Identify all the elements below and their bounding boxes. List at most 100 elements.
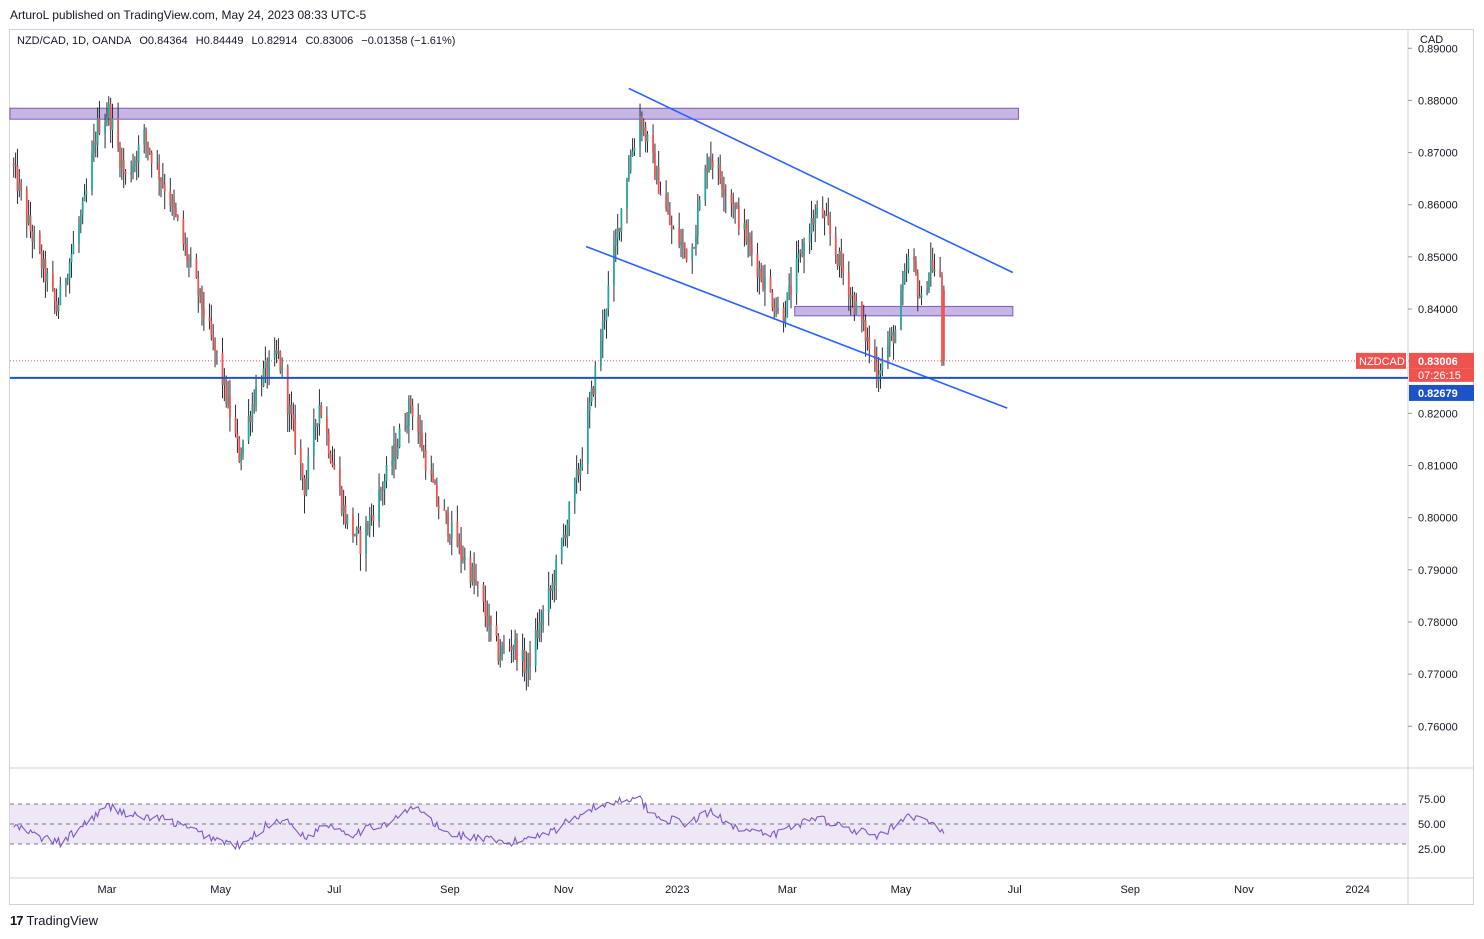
candle-body xyxy=(238,438,241,462)
candle-body xyxy=(325,416,328,434)
candle-body xyxy=(251,403,254,423)
candle-body xyxy=(724,194,727,196)
candle-body xyxy=(654,153,656,180)
candle-body xyxy=(299,448,302,464)
candle-body xyxy=(346,514,349,525)
time-tick-label: Nov xyxy=(554,884,574,896)
candle-body xyxy=(65,280,67,285)
candle-body xyxy=(221,352,224,385)
candle-body xyxy=(394,443,397,457)
candle-body xyxy=(223,377,226,385)
legend-symbol: NZD/CAD, 1D, OANDA xyxy=(17,35,132,47)
candle-body xyxy=(79,214,82,225)
candle-body xyxy=(281,366,284,371)
candle-body xyxy=(124,171,127,175)
candle-body xyxy=(644,127,647,142)
candle-body xyxy=(816,208,819,215)
candle-body xyxy=(12,162,15,167)
candle-body xyxy=(931,259,934,272)
candle-body xyxy=(53,289,56,302)
rsi-tick-label: 25.00 xyxy=(1418,844,1446,856)
candle-body xyxy=(915,260,917,274)
price-tick-label: 0.78000 xyxy=(1418,617,1458,629)
countdown-value: 07:26:15 xyxy=(1418,370,1461,382)
tradingview-logo[interactable]: 17 TradingView xyxy=(10,913,98,928)
candle-body xyxy=(842,266,845,274)
candle-body xyxy=(834,235,837,255)
legend-open: O0.84364 xyxy=(139,35,188,47)
candle-body xyxy=(592,387,595,395)
candle-body xyxy=(734,205,736,212)
candle-body xyxy=(618,227,621,232)
drawings xyxy=(10,87,1408,409)
legend-change: −0.01358 (−1.61%) xyxy=(361,35,456,47)
axes: 0.89000 0.88000 0.87000 0.86000 0.85000 0.840… xyxy=(97,43,1474,896)
publisher-header: ArturoL published on TradingView.com, Ma… xyxy=(10,8,367,22)
candle-body xyxy=(573,479,576,503)
candle-body xyxy=(482,584,485,602)
candle-body xyxy=(913,256,915,261)
candle-body xyxy=(682,242,684,244)
candle-body xyxy=(782,307,785,324)
candle-body xyxy=(769,276,772,293)
candle-body xyxy=(109,103,112,130)
candle-body xyxy=(435,484,438,505)
candle-body xyxy=(148,149,151,153)
candle-body xyxy=(339,468,341,489)
candle-body xyxy=(527,652,530,670)
candle-body xyxy=(758,268,761,278)
candle-body xyxy=(894,329,897,344)
candle-body xyxy=(430,470,433,474)
candle-body xyxy=(104,122,106,134)
candle-body xyxy=(678,228,681,245)
price-tick-label: 0.89000 xyxy=(1418,43,1458,55)
time-tick-label: May xyxy=(891,884,912,896)
zones xyxy=(9,107,1019,317)
candle-body xyxy=(450,521,453,539)
candle-body xyxy=(107,103,110,118)
price-tick-label: 0.81000 xyxy=(1418,460,1458,472)
candle-body xyxy=(437,504,440,509)
candle-body xyxy=(747,236,750,243)
candle-body xyxy=(182,218,185,244)
candle-body xyxy=(137,144,140,163)
candle-body xyxy=(247,415,250,441)
candle-body xyxy=(560,538,563,560)
candle-body xyxy=(627,170,630,180)
candle-body xyxy=(120,160,123,168)
candle-body xyxy=(122,160,125,172)
candle-body xyxy=(286,366,289,415)
candle-body xyxy=(150,152,153,164)
candle-body xyxy=(40,251,43,269)
candle-body xyxy=(812,218,815,225)
resistance-zone xyxy=(9,107,1019,120)
candle-body xyxy=(66,278,69,281)
candle-body xyxy=(514,638,517,647)
candle-body xyxy=(512,646,515,650)
candle-body xyxy=(145,129,147,142)
candle-body xyxy=(340,488,343,513)
candle-body xyxy=(353,535,356,537)
candle-body xyxy=(169,191,172,207)
candle-body xyxy=(566,523,569,539)
price-tick-label: 0.85000 xyxy=(1418,252,1458,264)
candle-body xyxy=(378,489,380,521)
candle-body xyxy=(312,422,315,456)
time-tick-label: May xyxy=(210,884,231,896)
candle-body xyxy=(888,335,891,347)
candle-body xyxy=(202,309,205,318)
candle-body xyxy=(775,310,778,313)
symbol-legend: NZD/CAD, 1D, OANDA O0.84364 H0.84449 L0.… xyxy=(17,35,460,47)
candle-body xyxy=(156,162,159,164)
candle-body xyxy=(553,582,556,586)
rsi-tick-label: 50.00 xyxy=(1418,819,1446,831)
candle-body xyxy=(484,601,487,617)
price-tick-label: 0.80000 xyxy=(1418,513,1458,525)
candle-body xyxy=(307,455,310,479)
candle-body xyxy=(225,377,228,404)
candle-body xyxy=(476,583,479,585)
candle-body xyxy=(201,288,203,310)
last-price-tag xyxy=(1409,352,1474,369)
candle-body xyxy=(184,243,187,246)
